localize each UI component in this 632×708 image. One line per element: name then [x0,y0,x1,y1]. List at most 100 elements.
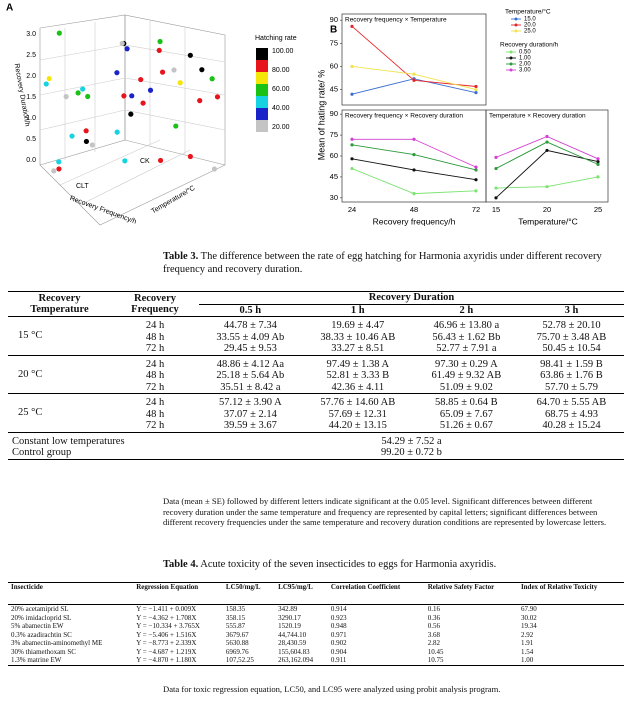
data-cell: 29.45 ± 9.53 [223,343,277,354]
data-cell: 24 h [145,358,165,370]
table: Insecticide Regression Equation LC50/mg/L L… [8,582,624,666]
data-cell: Y = −4.687 + 1.219X [136,647,197,656]
scatter-dot [199,67,205,73]
header-row: 0.5 h 1 h 2 h 3 h [8,304,624,317]
data-row: 20% imidacloprid SL Y = −4.362 + 1.708X 35… [8,614,624,623]
data-cell: 40.28 ± 15.24 [542,420,601,431]
table-caption: Table 4. Acute toxicity of the seven ins… [163,558,618,571]
y-tick-label: 60 [330,61,338,70]
scatter-dot [75,90,81,96]
legend-label: 2.00 [519,62,531,68]
scatter-dot [173,123,179,129]
chart-title: Recovery frequency × Temperature [345,17,447,24]
data-point [545,134,549,139]
data-cell: 48.86 ± 4.12 Aa [216,358,284,370]
data-row: 48 h 33.55 ± 4.09 Ab 38.33 ± 10.46 AB 56.43… [8,332,624,344]
legend-label: 3.00 [519,68,531,74]
legend-swatch [256,96,268,108]
legend-swatch [256,84,268,96]
y-tick-label: 30 [330,193,338,202]
z-tick-label: 1.0 [26,115,36,122]
data-cell: 0.923 [330,613,347,622]
data-cell: Y = −4.870 + 1.180X [136,656,197,664]
scatter-dot [56,159,62,165]
data-cell: Y = −5.406 + 1.516X [136,630,197,639]
header-cell: Recovery Duration [199,292,624,305]
data-cell: 48 h [145,408,165,420]
legend-label: 15.0 [524,17,536,23]
data-cell: 0.948 [330,622,347,630]
data-cell: 52.81 ± 3.33 B [326,370,390,381]
z-tick-label: 1.5 [26,94,36,101]
data-point [596,162,600,166]
header-cell: Recovery Frequency [131,292,179,316]
data-cell: 56.43 ± 1.62 Bb [432,331,501,343]
data-cell: 44.20 ± 13.15 [328,420,387,431]
data-point [350,166,354,171]
y-tick-label: 90 [330,15,338,24]
scatter-dot [63,94,69,100]
data-cell: 39.59 ± 3.67 [223,420,277,431]
data-cell: 57.76 ± 14.60 AB [320,397,396,408]
data-cell: 0.36 [427,613,440,622]
series-line [351,144,477,171]
data-cell: 52.78 ± 20.10 [542,320,601,331]
legend-label: 1.00 [519,56,531,62]
data-point [545,140,549,144]
data-cell: 358.15 [225,613,246,622]
table: Recovery Temperature Recovery Frequency Re… [8,292,624,460]
z-tick-label: 3.0 [26,31,36,38]
header-row: Recovery Temperature Recovery Frequency Re… [8,292,624,315]
scatter-dot [85,93,91,100]
data-point [474,165,478,169]
data-cell: 19.34 [520,622,537,630]
data-point [545,148,549,153]
legend-marker [514,17,518,21]
data-cell: 0.904 [330,647,347,656]
data-cell: 72 h [145,381,165,393]
data-point [412,137,416,141]
scatter-dot [121,93,127,99]
data-cell: Y = −4.362 + 1.708X [136,613,197,622]
header-cell: Correlation Coefficient [330,583,401,591]
data-cell: 158.35 [225,605,246,613]
x-tick-label: 20 [543,205,551,214]
data-point [412,192,416,196]
z-tick-label: 0.0 [26,157,36,164]
header-cell: Recovery Temperature [30,292,89,316]
annotation: CK [140,158,150,165]
x-axis-title: Recovery frequency/h [373,216,456,226]
legend-label: 0.50 [519,50,531,56]
axis-label: Temperature/°C [150,184,197,215]
legend-marker [509,50,513,54]
z-tick-label: 0.5 [26,136,36,143]
label-cell: Control group [12,447,72,458]
data-cell: Y = −8.773 + 2.339X [136,639,197,647]
axis-label: Recovery Frequency/h [69,195,138,226]
data-row: 30% thiamethoxam SC Y = −4.687 + 1.219X 69… [8,648,624,657]
data-cell: 58.85 ± 0.64 B [435,397,498,408]
x-tick-label: 48 [410,205,418,214]
data-cell: 65.09 ± 7.67 [439,408,493,420]
scatter-dot [83,138,90,145]
data-cell: 42.36 ± 4.11 [331,381,385,393]
header-cell: 0.5 h [239,304,262,316]
table-caption: Table 3. The difference between the rate… [163,250,618,276]
data-cell: 72 h [145,343,165,354]
data-cell: 0.56 [427,622,440,630]
data-cell: 0.911 [330,656,347,664]
data-point [350,64,354,69]
header-cell: Index of Relative Toxicity [520,583,598,591]
data-cell: 0.971 [330,630,347,639]
scatter-dot [56,30,62,36]
data-row: 15 °C 24 h 44.78 ± 7.34 19.69 ± 4.47 46.96 ±… [8,317,624,341]
legend-title: Hatching rate [255,35,297,42]
scatter-dot [128,111,134,117]
data-cell: 3% abamectin-aminomethyl ME [11,639,103,647]
cube-frame [39,14,226,226]
temperature-cell: 20 °C [18,368,43,380]
data-cell: 61.49 ± 9.32 AB [431,370,502,381]
data-cell: 48 h [145,370,165,381]
scatter-dot [129,93,135,99]
